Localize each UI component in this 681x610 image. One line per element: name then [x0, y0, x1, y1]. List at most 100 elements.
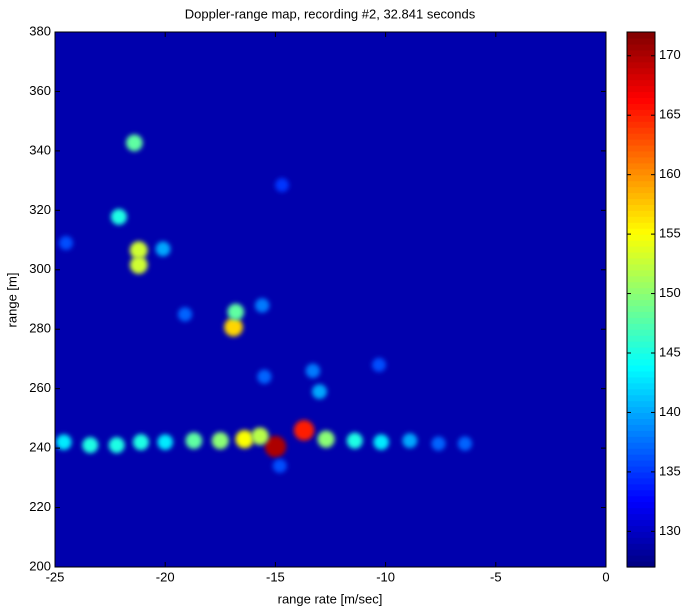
colorbar-tick-label: 135	[659, 463, 681, 478]
colorbar-swatch	[627, 79, 655, 87]
colorbar-swatch	[627, 287, 655, 295]
colorbar-swatch	[627, 465, 655, 473]
colorbar-swatch	[627, 257, 655, 265]
colorbar-swatch	[627, 531, 655, 538]
colorbar-swatch	[627, 347, 655, 354]
x-tick-label: -10	[376, 569, 395, 584]
heatmap-blob	[129, 241, 148, 260]
colorbar-swatch	[627, 246, 655, 253]
colorbar-swatch	[627, 49, 655, 57]
colorbar-swatch	[627, 370, 655, 378]
colorbar-swatch	[627, 507, 655, 515]
y-tick-label: 380	[29, 23, 51, 38]
colorbar-swatch	[627, 210, 655, 217]
colorbar-swatch	[627, 109, 655, 116]
heatmap-blob	[132, 434, 149, 451]
colorbar-swatch	[627, 442, 655, 449]
colorbar-swatch	[627, 156, 655, 164]
y-tick-label: 220	[29, 499, 51, 514]
heatmap-blob	[317, 430, 335, 448]
colorbar-tick-label: 145	[659, 344, 681, 359]
colorbar-tick-label: 150	[659, 285, 681, 300]
colorbar-swatch	[627, 358, 655, 366]
colorbar-swatch	[627, 549, 655, 556]
colorbar-swatch	[627, 32, 655, 39]
heatmap-blob	[457, 436, 473, 451]
heatmap-blob	[177, 307, 193, 322]
colorbar-swatch	[627, 329, 655, 336]
colorbar-swatch	[627, 204, 655, 211]
colorbar-swatch	[627, 222, 655, 229]
heatmap-blob	[373, 434, 389, 450]
colorbar-swatch	[627, 519, 655, 526]
heatmap-blob	[224, 317, 243, 337]
colorbar-swatch	[627, 67, 655, 75]
plot-frame	[54, 31, 607, 568]
colorbar-tick-label: 170	[659, 47, 681, 62]
colorbar-swatch	[627, 150, 655, 158]
y-tick-label: 200	[29, 558, 51, 573]
heatmap-blob	[264, 435, 287, 458]
colorbar-tick-label: 165	[659, 107, 681, 122]
y-tick-label: 340	[29, 142, 51, 157]
colorbar-swatch	[627, 501, 655, 509]
colorbar-swatch	[627, 174, 655, 182]
heatmap-blob	[211, 432, 229, 450]
colorbar-swatch	[627, 37, 655, 45]
colorbar-swatch	[627, 353, 655, 360]
colorbar-swatch	[627, 341, 655, 348]
colorbar-swatch	[627, 317, 655, 324]
colorbar-swatch	[627, 561, 655, 568]
colorbar-swatch	[627, 198, 655, 205]
y-tick-label: 360	[29, 83, 51, 98]
heatmap-blob	[371, 357, 386, 372]
colorbar-swatch	[627, 513, 655, 521]
colorbar-swatch	[627, 471, 655, 479]
colorbar-swatch	[627, 418, 655, 425]
heatmap-blob	[59, 236, 74, 251]
colorbar-swatch	[627, 216, 655, 223]
colorbar-swatch	[627, 180, 655, 188]
x-tick-label: -15	[266, 569, 285, 584]
colorbar-swatch	[627, 275, 655, 283]
heatmap-blob	[346, 432, 363, 449]
heatmap-blob	[251, 427, 269, 445]
heatmap-blob	[402, 433, 418, 449]
colorbar-swatch	[627, 382, 655, 390]
colorbar-swatch	[627, 251, 655, 259]
x-axis-label: range rate [m/sec]	[278, 591, 383, 606]
colorbar-swatch	[627, 115, 655, 122]
heatmap-blob	[257, 369, 272, 384]
colorbar-swatch	[627, 537, 655, 544]
colorbar-tick-label: 155	[659, 226, 681, 241]
colorbar-swatch	[627, 400, 655, 408]
heatmap-blob	[305, 363, 321, 379]
colorbar-swatch	[627, 263, 655, 271]
x-tick-label: 0	[602, 569, 609, 584]
heatmap-blob	[185, 432, 203, 450]
colorbar-swatch	[627, 73, 655, 81]
heatmap-blob	[275, 178, 289, 192]
colorbar-swatch	[627, 121, 655, 128]
heatmap-cells	[56, 134, 473, 473]
x-tick-label: -5	[490, 569, 502, 584]
colorbar-tick-label: 160	[659, 166, 681, 181]
colorbar-swatch	[627, 495, 655, 503]
heatmap-blob	[431, 436, 446, 451]
y-tick-label: 320	[29, 202, 51, 217]
colorbar-swatch	[627, 305, 655, 312]
colorbar-swatch	[627, 91, 655, 98]
colorbar-swatch	[627, 376, 655, 384]
colorbar-swatch	[627, 388, 655, 396]
colorbar-swatch	[627, 335, 655, 342]
colorbar-swatch	[627, 55, 655, 63]
colorbar-swatch	[627, 424, 655, 431]
heatmap-blob	[293, 420, 315, 441]
colorbar-swatch	[627, 192, 655, 200]
heatmap-blob	[227, 303, 245, 321]
colorbar-swatch	[627, 139, 655, 146]
colorbar-swatch	[627, 454, 655, 461]
colorbar-swatch	[627, 460, 655, 467]
heatmap-blob	[110, 208, 127, 225]
